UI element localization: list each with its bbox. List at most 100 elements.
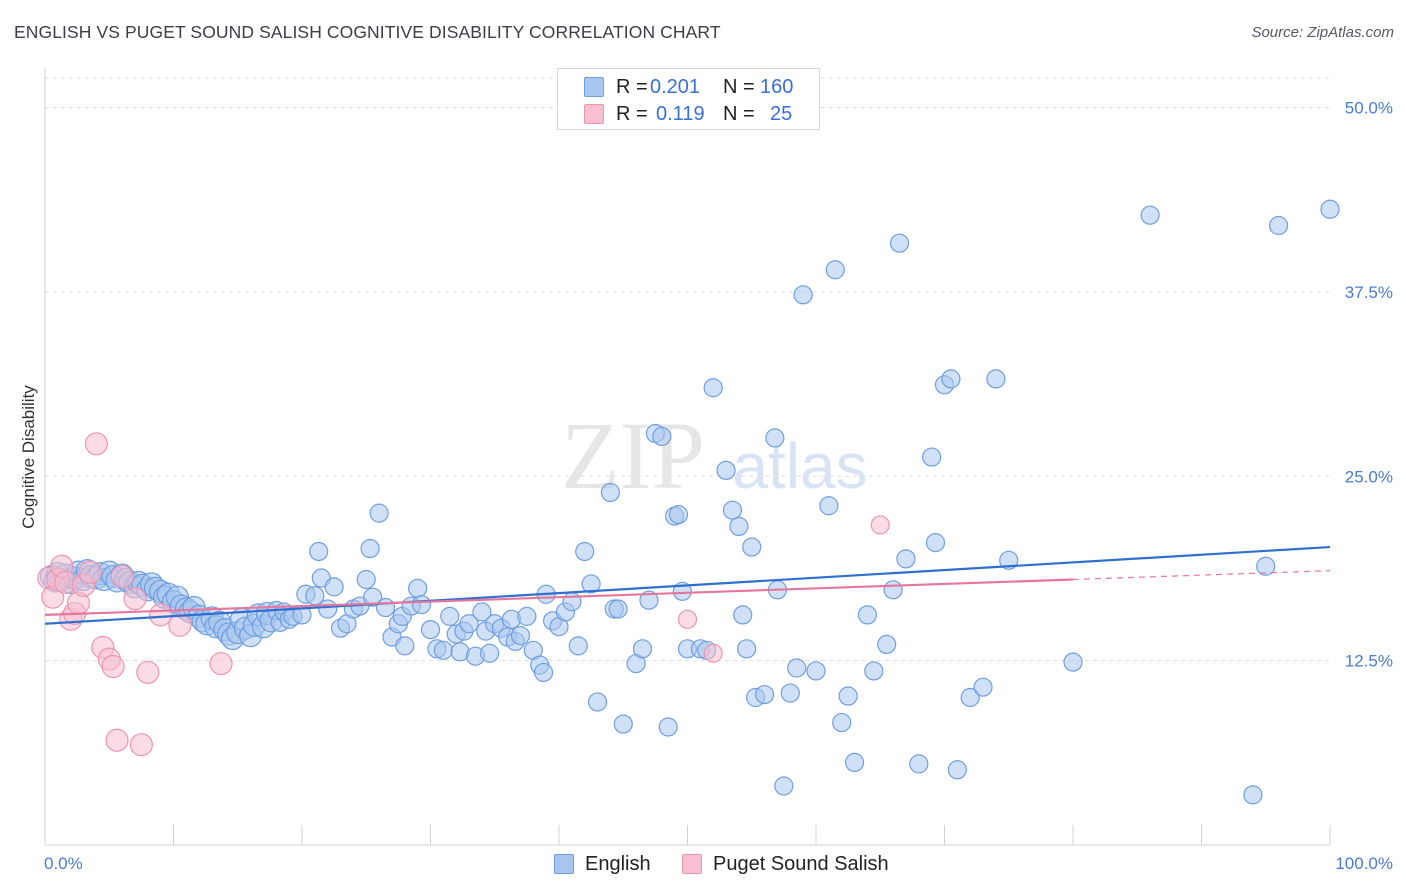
legend-row-english: R = 0.201 N = 160 xyxy=(558,74,819,100)
salish-point xyxy=(105,728,129,752)
watermark-zip: ZIP xyxy=(561,402,705,509)
english-point xyxy=(632,639,653,659)
english-point xyxy=(986,369,1006,389)
english-point xyxy=(925,533,946,553)
english-point xyxy=(793,285,813,305)
english-swatch xyxy=(554,854,574,874)
watermark: ZIP atlas xyxy=(561,402,868,509)
salish-point xyxy=(677,609,698,629)
english-point xyxy=(857,605,878,625)
english-point xyxy=(703,378,723,398)
english-point xyxy=(472,602,492,622)
english-point xyxy=(318,599,338,619)
english-point xyxy=(1320,199,1340,219)
correlation-legend: R = 0.201 N = 160 R = 0.119 N = 25 xyxy=(557,68,820,130)
salish-point xyxy=(110,564,134,589)
salish-point xyxy=(101,654,125,679)
english-point xyxy=(562,592,582,612)
english-point xyxy=(668,504,689,525)
chart-title: ENGLISH VS PUGET SOUND SALISH COGNITIVE … xyxy=(14,22,721,42)
english-point xyxy=(733,605,753,625)
y-tick-label: 50.0% xyxy=(1345,99,1393,118)
english-point xyxy=(973,677,993,697)
english-point xyxy=(999,550,1019,570)
english-swatch xyxy=(584,77,604,97)
english-point xyxy=(420,620,441,640)
salish-swatch xyxy=(682,854,702,874)
tick-labels: 12.5% 25.0% 37.5% 50.0% 0.0% 100.0% xyxy=(44,99,1393,874)
english-point xyxy=(587,692,608,712)
english-point xyxy=(819,496,839,516)
n-value-salish: 25 xyxy=(770,103,793,125)
english-point xyxy=(309,541,329,562)
english-point xyxy=(737,639,757,659)
legend-label-salish: Puget Sound Salish xyxy=(713,853,889,875)
series-legend: English Puget Sound Salish xyxy=(0,851,1406,879)
r-value-english: 0.201 xyxy=(650,76,701,98)
salish-point xyxy=(149,603,173,627)
english-point xyxy=(600,482,621,503)
english-point xyxy=(613,714,633,734)
salish-point xyxy=(870,515,890,535)
r-value-salish: 0.119 xyxy=(656,103,705,125)
r-label: R = xyxy=(616,103,648,125)
salish-points xyxy=(37,432,890,757)
english-point xyxy=(1268,215,1289,236)
salish-point xyxy=(78,560,102,584)
english-point xyxy=(960,687,980,708)
salish-trend-extension xyxy=(1072,570,1331,581)
english-point xyxy=(324,577,344,597)
n-label: N = xyxy=(723,76,755,98)
english-point xyxy=(411,594,432,615)
english-point xyxy=(363,587,383,607)
english-point xyxy=(832,712,852,733)
english-point xyxy=(780,683,800,703)
english-point xyxy=(459,614,479,634)
english-point xyxy=(568,636,588,656)
english-point xyxy=(722,500,743,520)
legend-label-english: English xyxy=(585,853,651,875)
english-point xyxy=(883,580,903,600)
english-point xyxy=(922,447,942,467)
english-point xyxy=(1243,785,1263,805)
english-point xyxy=(909,754,929,774)
english-point xyxy=(864,661,884,681)
english-point xyxy=(716,460,736,480)
salish-point xyxy=(123,587,147,611)
salish-point xyxy=(209,651,233,676)
english-point xyxy=(806,661,826,681)
n-value-english: 160 xyxy=(760,76,794,98)
english-point xyxy=(787,658,807,678)
english-point xyxy=(360,538,380,559)
english-point xyxy=(517,606,537,626)
salish-point xyxy=(129,733,153,757)
english-point xyxy=(742,537,762,557)
english-point xyxy=(408,578,428,598)
salish-point xyxy=(84,432,109,456)
english-point xyxy=(356,569,376,590)
english-point xyxy=(825,260,845,280)
english-point xyxy=(533,662,554,683)
english-point xyxy=(510,625,531,646)
english-point xyxy=(440,606,460,626)
english-point xyxy=(1256,556,1276,576)
y-tick-label: 25.0% xyxy=(1345,467,1393,486)
english-point xyxy=(433,640,453,660)
grid-lines xyxy=(45,77,1330,662)
salish-point xyxy=(136,660,160,685)
english-point xyxy=(375,597,396,618)
english-trend-line xyxy=(44,545,1331,625)
english-point xyxy=(947,760,967,780)
english-point xyxy=(480,643,500,663)
english-point xyxy=(1140,205,1160,225)
english-point xyxy=(729,516,749,537)
axes xyxy=(44,68,1331,846)
r-label: R = xyxy=(616,76,648,98)
english-point xyxy=(1063,652,1083,672)
english-point xyxy=(765,428,785,448)
english-point xyxy=(838,686,858,706)
english-point xyxy=(941,369,961,389)
english-point xyxy=(652,426,672,447)
english-point xyxy=(889,233,910,253)
